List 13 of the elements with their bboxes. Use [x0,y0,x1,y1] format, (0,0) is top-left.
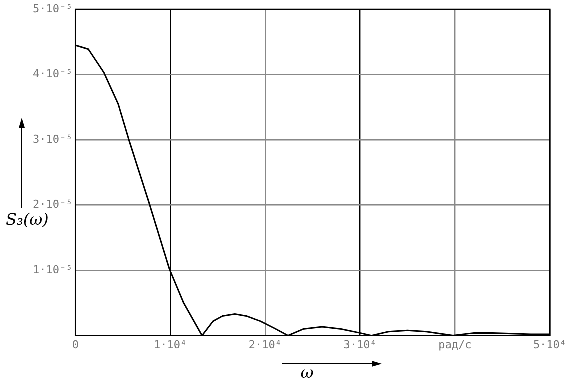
y-tick-label: 5·10⁻⁵ [32,2,73,16]
y-tick-label: 3·10⁻⁵ [32,132,73,146]
x-tick-label: 0 [72,338,80,352]
x-tick-label: 1·10⁴ [154,338,188,352]
y-tick-label: 1·10⁻⁵ [32,263,73,276]
x-axis-title: ω [300,362,314,379]
y-tick-label: 4·10⁻⁵ [32,68,73,81]
x-tick-label: 2·10⁴ [248,338,282,352]
x-tick-label: 5·10⁴ [533,338,567,352]
y-tick-label: 2·10⁻⁵ [32,198,73,212]
x-tick-label: рад/с [438,338,472,352]
x-tick-label: 3·10⁴ [344,338,377,352]
y-axis-title: S₃(ω) [6,210,49,229]
